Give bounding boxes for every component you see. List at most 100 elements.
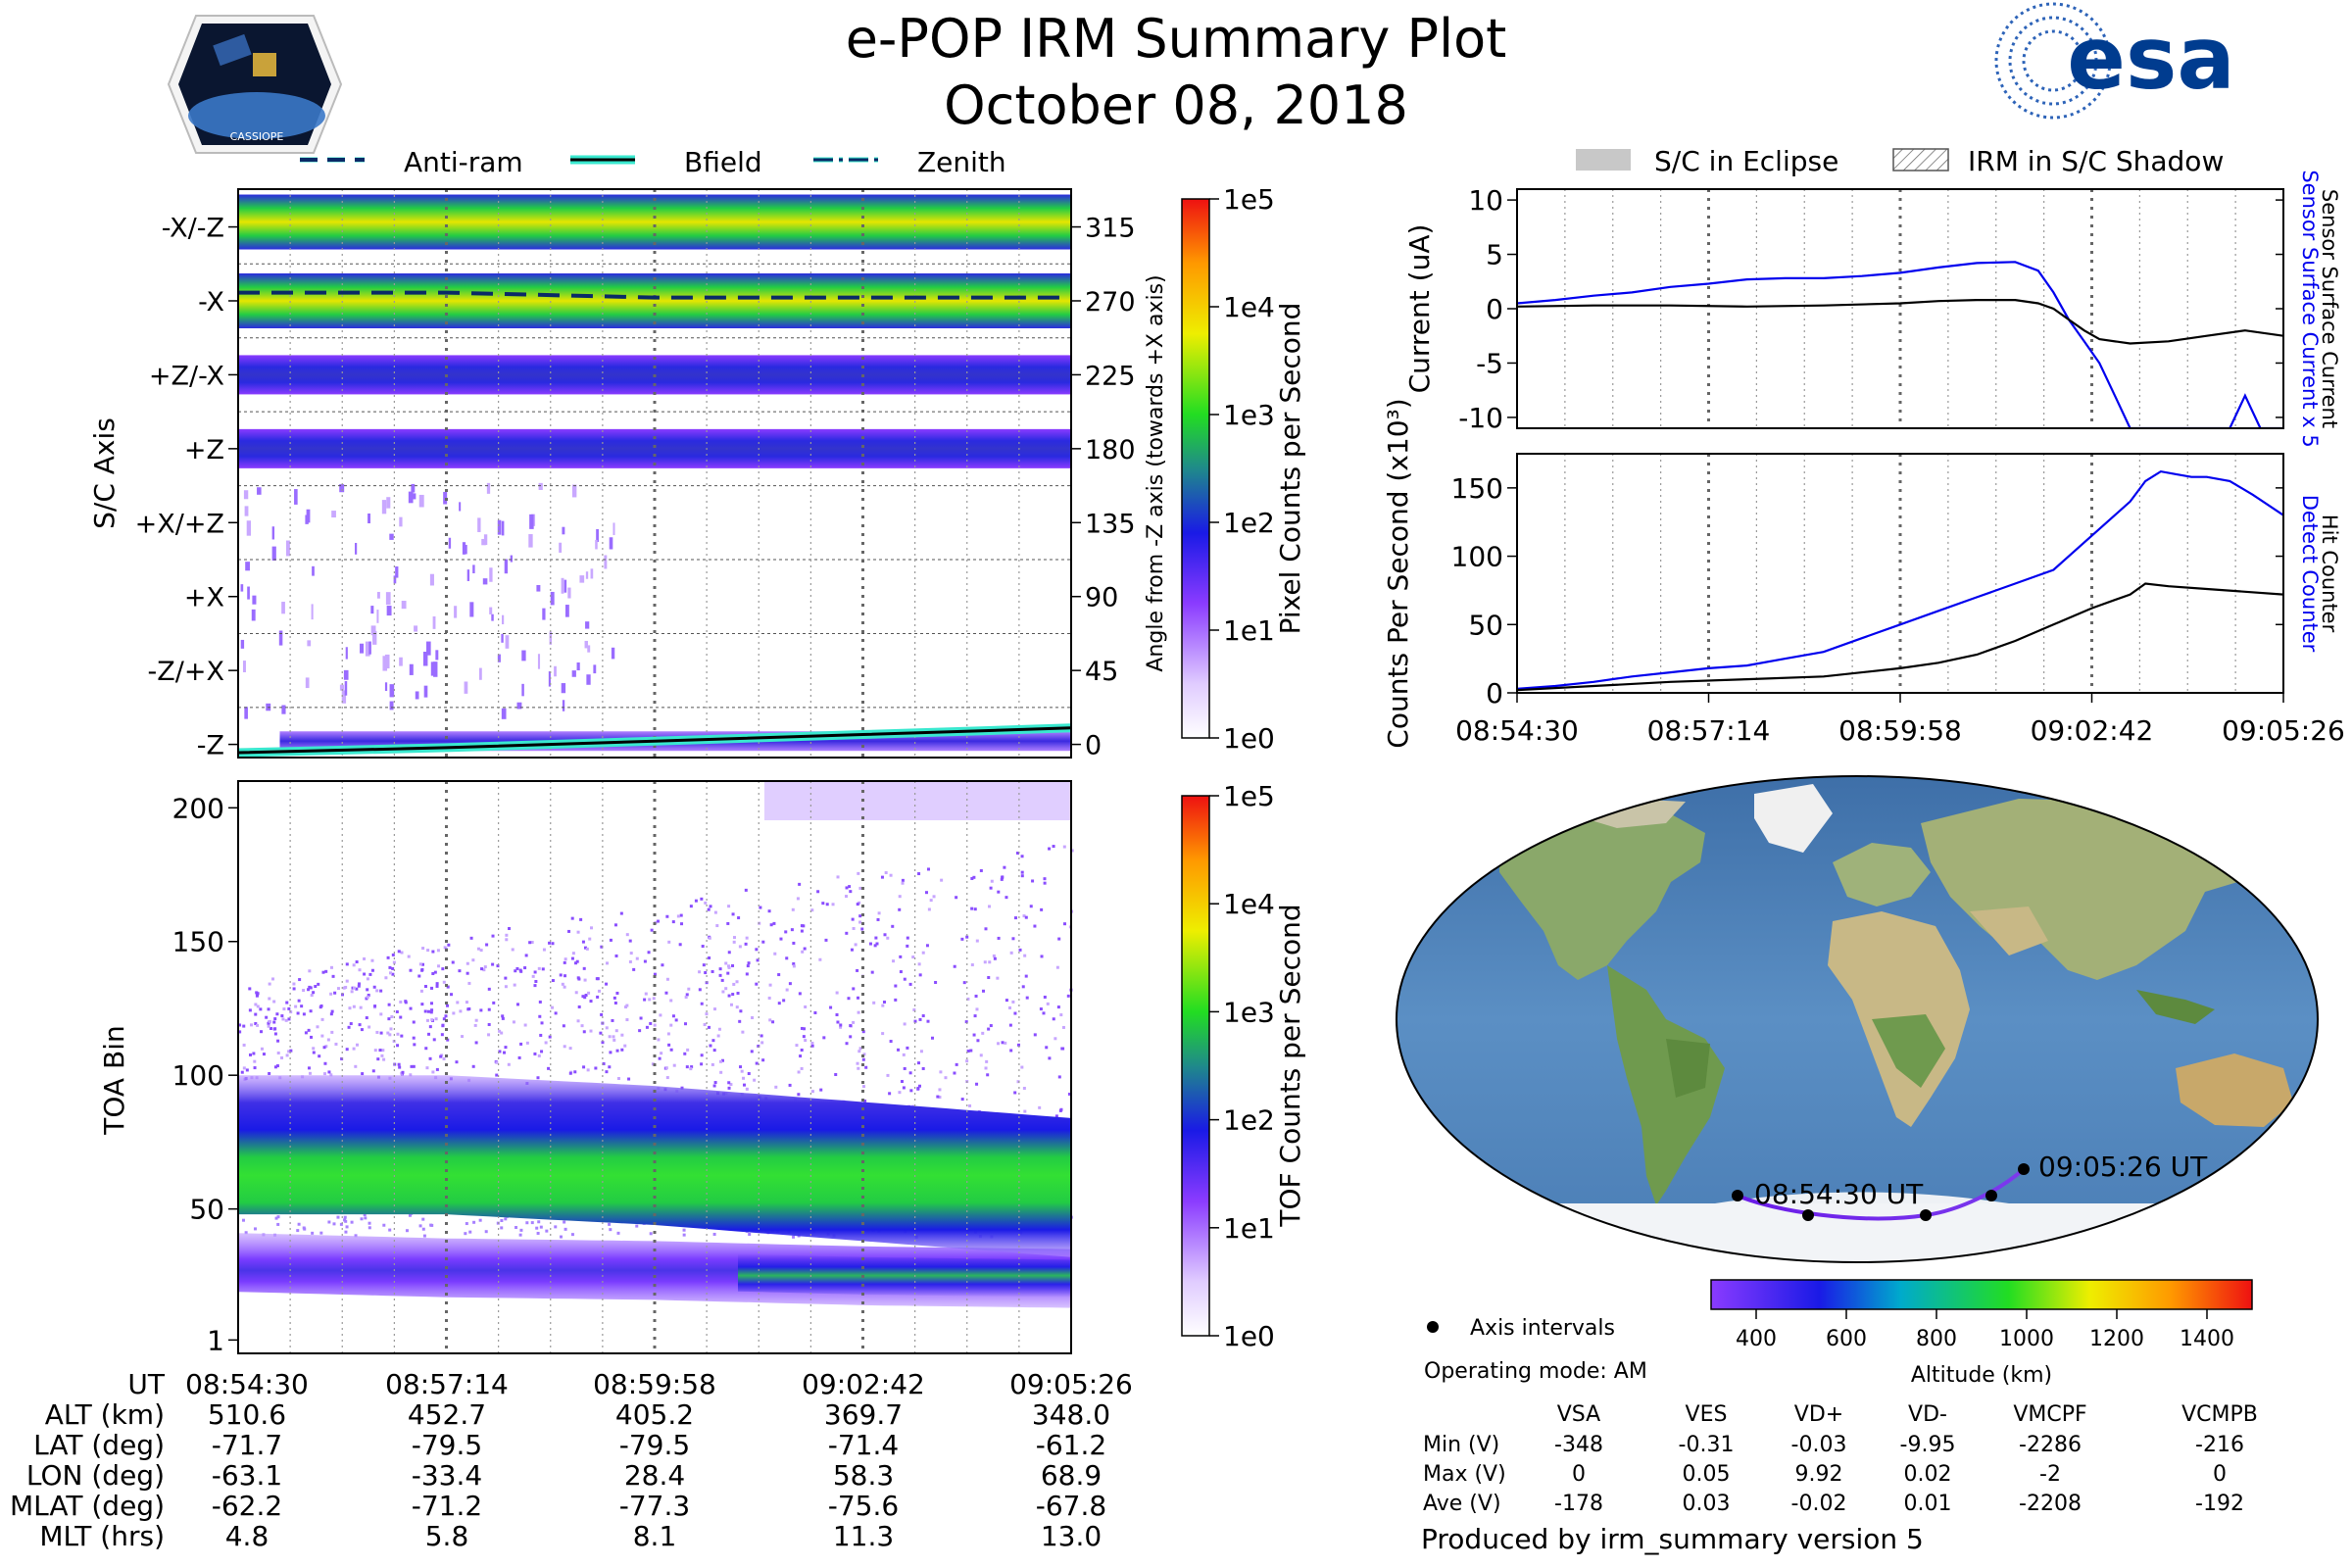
ephem-value: 58.3 xyxy=(833,1459,894,1492)
detect-counter-line xyxy=(1517,469,2283,690)
tof-speckle-mark xyxy=(769,923,773,927)
tof-speckle-mark xyxy=(344,1230,348,1234)
tof-speckle-mark xyxy=(428,1025,432,1029)
colorbar-tick-label: 1e3 xyxy=(1223,399,1275,431)
tof-speckle-mark xyxy=(421,947,425,951)
tof-speckle-mark xyxy=(742,1083,746,1087)
tof-speckle-mark xyxy=(974,994,978,998)
tof-speckle-mark xyxy=(669,1048,673,1052)
pixel-speckle-mark xyxy=(386,606,392,616)
tof-speckle-mark xyxy=(894,984,898,988)
operating-mode: Operating mode: AM xyxy=(1424,1359,1647,1384)
pixel-speckle-mark xyxy=(278,630,283,646)
tof-colorbar-label: TOF Counts per Second xyxy=(1274,904,1306,1227)
tof-speckle-mark xyxy=(973,907,977,911)
tof-speckle-mark xyxy=(254,1012,258,1016)
tof-speckle-mark xyxy=(689,905,693,908)
pixel-speckle-mark xyxy=(247,586,250,600)
orbit-interval-dot xyxy=(1732,1190,1743,1201)
tof-speckle-mark xyxy=(538,1014,542,1018)
tof-speckle-mark xyxy=(756,958,760,962)
current-panel: 10 5 0 -5 -10 Current (uA) Sensor Surface Cu… xyxy=(1403,170,2341,447)
tof-speckle-mark xyxy=(479,949,483,953)
tof-speckle-mark xyxy=(880,875,884,879)
tof-speckle-mark xyxy=(297,999,301,1003)
tof-speckle-mark xyxy=(700,1062,704,1066)
orbit-interval-dot xyxy=(2018,1163,2030,1175)
voltage-value: -192 xyxy=(2195,1492,2244,1516)
tof-speckle-mark xyxy=(917,1061,921,1065)
tof-speckle-mark xyxy=(355,987,359,991)
tof-speckle-mark xyxy=(302,989,306,993)
tof-speckle-mark xyxy=(732,936,736,940)
tof-speckle-mark xyxy=(563,985,566,989)
pixel-speckle-mark xyxy=(281,602,285,614)
tof-speckle-mark xyxy=(970,963,974,967)
pixel-speckle-mark xyxy=(384,654,390,669)
tof-speckle-mark xyxy=(683,1052,687,1055)
tof-speckle-mark xyxy=(355,1043,359,1047)
tof-speckle-mark xyxy=(439,1054,443,1058)
tof-speckle-mark xyxy=(698,970,702,974)
tof-speckle-mark xyxy=(721,990,725,994)
tof-speckle-mark xyxy=(918,1017,922,1021)
ytick-label: 0 xyxy=(1486,293,1503,325)
tof-speckle-mark xyxy=(701,945,705,949)
tof-speckle-mark xyxy=(537,966,541,970)
pixel-ylabel: S/C Axis xyxy=(88,417,121,529)
tof-speckle-mark xyxy=(576,930,580,934)
ephem-value: -75.6 xyxy=(828,1490,899,1522)
tof-speckle-mark xyxy=(357,982,361,986)
tof-speckle-mark xyxy=(400,1034,404,1038)
tof-speckle-mark xyxy=(1008,1023,1012,1027)
tof-speckle-mark xyxy=(425,1066,429,1070)
tof-speckle-mark xyxy=(409,1073,413,1077)
tof-speckle-mark xyxy=(649,1021,653,1025)
tof-speckle-mark xyxy=(616,1077,620,1080)
tof-speckle-mark xyxy=(698,988,702,992)
tof-speckle-mark xyxy=(795,1044,799,1048)
ephem-value: 369.7 xyxy=(824,1398,903,1431)
tof-speckle-mark xyxy=(273,1032,277,1036)
tof-speckle-mark xyxy=(466,961,469,965)
tof-speckle-mark xyxy=(858,1047,862,1051)
tof-speckle-mark xyxy=(608,1035,612,1039)
pixel-speckle-mark xyxy=(389,684,395,698)
tof-speckle-mark xyxy=(523,966,527,970)
tof-speckle-mark xyxy=(539,1225,543,1229)
voltage-column-header: VD- xyxy=(1908,1402,1947,1427)
pixel-axis-labels: -X/-Z -X +Z/-X +Z +X/+Z +X -Z/+X -Z xyxy=(135,214,238,761)
pixel-speckle-mark xyxy=(376,592,380,599)
tof-speckle-mark xyxy=(960,1098,964,1102)
tof-speckle-mark xyxy=(704,901,708,905)
tof-speckle-mark xyxy=(391,966,395,970)
tof-speckle-mark xyxy=(997,890,1001,894)
tof-speckle-mark xyxy=(899,955,903,958)
tof-speckle-mark xyxy=(241,1218,245,1222)
tof-speckle-mark xyxy=(296,1011,300,1015)
tof-speckle-mark xyxy=(792,1235,796,1239)
tof-speckle-mark xyxy=(925,944,929,948)
tof-speckle-mark xyxy=(391,953,395,956)
tof-speckle-mark xyxy=(287,1006,291,1010)
tof-speckle-mark xyxy=(861,1030,865,1034)
tof-speckle-mark xyxy=(450,993,454,997)
tof-speckle-mark xyxy=(319,1231,323,1235)
voltage-value: -2208 xyxy=(2019,1492,2082,1516)
tof-speckle-mark xyxy=(1000,877,1004,881)
tof-speckle-mark xyxy=(792,961,796,965)
tof-speckle-mark xyxy=(472,1220,476,1224)
tof-speckle-mark xyxy=(740,1069,744,1073)
tof-speckle-mark xyxy=(267,1024,270,1028)
tof-speckle-mark xyxy=(528,941,532,945)
tof-speckle-mark xyxy=(273,1065,277,1069)
tof-speckle-mark xyxy=(710,969,714,973)
legend-eclipse: S/C in Eclipse xyxy=(1654,145,1838,177)
tof-speckle-mark xyxy=(365,1016,368,1020)
tof-panel: 200 150 100 50 1 TOA Bin xyxy=(98,780,1074,1356)
pixel-axis-label: -X xyxy=(198,287,224,318)
tof-speckle-mark xyxy=(366,995,369,999)
tof-speckle-mark xyxy=(590,926,594,930)
tof-speckle-mark xyxy=(310,994,314,998)
tof-speckle-mark xyxy=(276,1222,280,1226)
